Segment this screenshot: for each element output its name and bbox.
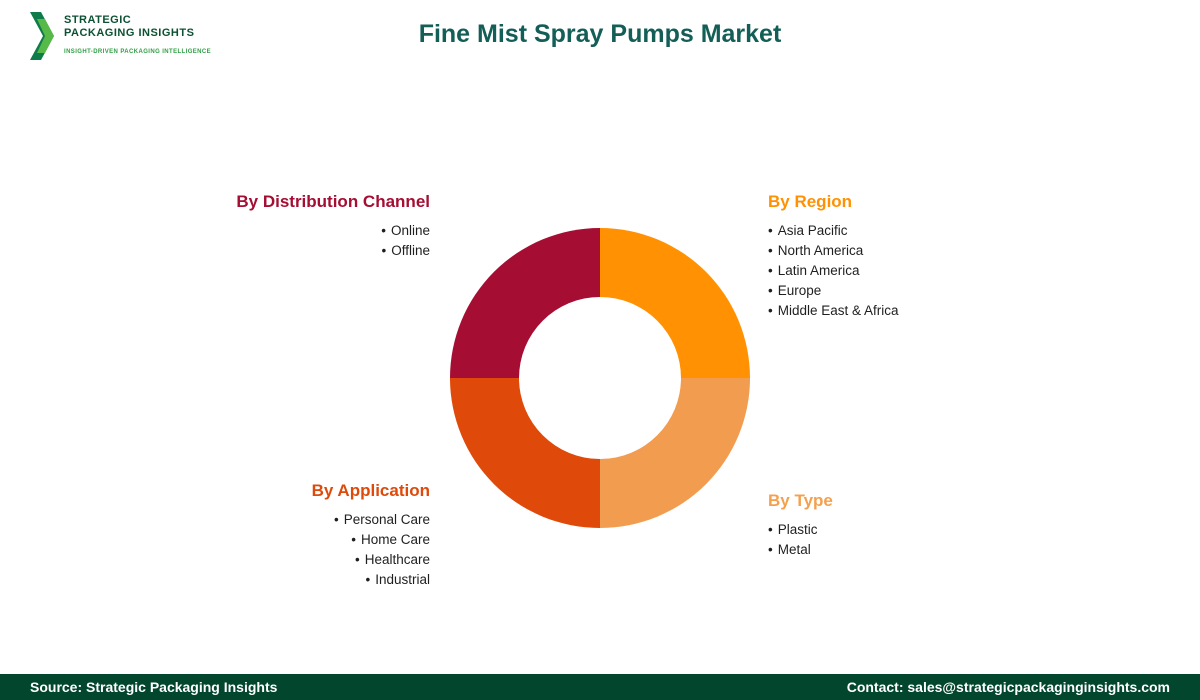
bullet-dot-icon: • [333, 512, 339, 527]
bullet-item: • Personal Care [30, 510, 430, 530]
bullet-item: • North America [768, 241, 1168, 261]
bullet-item: • Middle East & Africa [768, 301, 1168, 321]
bullet-label: Metal [777, 542, 811, 557]
bullet-item: • Online [30, 221, 430, 241]
bullet-label: Latin America [777, 263, 860, 278]
bullet-dot-icon: • [354, 552, 360, 567]
logo-line-1: STRATEGIC [64, 14, 132, 26]
section-title: By Application [311, 481, 430, 500]
bullet-item: • Industrial [30, 570, 430, 590]
bullet-dot-icon: • [768, 243, 773, 258]
bullet-dot-icon: • [351, 532, 356, 547]
bullet-label: Industrial [375, 572, 430, 587]
bullet-label: North America [777, 243, 864, 258]
bullet-dot-icon: • [381, 223, 386, 238]
bullet-dot-icon: • [365, 572, 371, 587]
bullet-dot-icon: • [768, 263, 773, 278]
bullet-dot-icon: • [768, 522, 773, 537]
bullet-label: Offline [391, 243, 430, 258]
bullet-item: • Home Care [30, 530, 430, 550]
double-chevron-ribbon-icon [30, 10, 56, 67]
footer-contact: Contact: sales@strategicpackaginginsight… [846, 679, 1170, 695]
bullet-item: • Asia Pacific [768, 221, 1168, 241]
bullet-label: Online [390, 223, 430, 238]
bullet-dot-icon: • [768, 542, 773, 557]
bullet-label: Middle East & Africa [777, 303, 899, 318]
bullet-label: Asia Pacific [777, 223, 848, 238]
bullet-list: • Online • Offline [30, 221, 430, 261]
footer-source: Source: Strategic Packaging Insights [30, 679, 278, 695]
bullet-label: Personal Care [343, 512, 430, 527]
logo-text: STRATEGIC PACKAGING INSIGHTS INSIGHT-DRI… [64, 10, 211, 55]
section-region: By Region • Asia Pacific • North America • La… [768, 192, 1168, 321]
bullet-item: • Latin America [768, 261, 1168, 281]
page-title: Fine Mist Spray Pumps Market [418, 20, 782, 48]
bullet-list: • Asia Pacific • North America • Latin Americ… [768, 221, 1168, 321]
footer-bar: Source: Strategic Packaging Insights Con… [0, 674, 1200, 700]
bullet-item: • Healthcare [30, 550, 430, 570]
bullet-label: Europe [777, 283, 822, 298]
bullet-dot-icon: • [768, 223, 773, 238]
section-title: By Region [768, 192, 853, 211]
bullet-dot-icon: • [768, 283, 773, 298]
bullet-list: • Plastic • Metal [768, 520, 1168, 560]
bullet-label: Plastic [777, 522, 818, 537]
logo-tagline: INSIGHT-DRIVEN PACKAGING INTELLIGENCE [64, 49, 212, 55]
logo-line-2: PACKAGING INSIGHTS [64, 27, 195, 39]
company-logo: STRATEGIC PACKAGING INSIGHTS INSIGHT-DRI… [30, 10, 211, 67]
bullet-item: • Plastic [768, 520, 1168, 540]
bullet-item: • Europe [768, 281, 1168, 301]
section-application: By Application • Personal Care • Home Care •… [30, 481, 430, 590]
section-type: By Type • Plastic • Metal [768, 491, 1168, 560]
bullet-list: • Personal Care • Home Care • Healthcare • Indu… [30, 510, 430, 590]
section-title: By Type [768, 491, 833, 510]
bullet-item: • Metal [768, 540, 1168, 560]
bullet-item: • Offline [30, 241, 430, 261]
bullet-dot-icon: • [381, 243, 387, 258]
bullet-dot-icon: • [768, 303, 773, 318]
section-distribution-channel: By Distribution Channel • Online • Offline [30, 192, 430, 261]
bullet-label: Home Care [360, 532, 430, 547]
donut-hole [519, 297, 681, 459]
donut-chart [450, 228, 750, 528]
bullet-label: Healthcare [364, 552, 430, 567]
section-title: By Distribution Channel [236, 192, 430, 211]
